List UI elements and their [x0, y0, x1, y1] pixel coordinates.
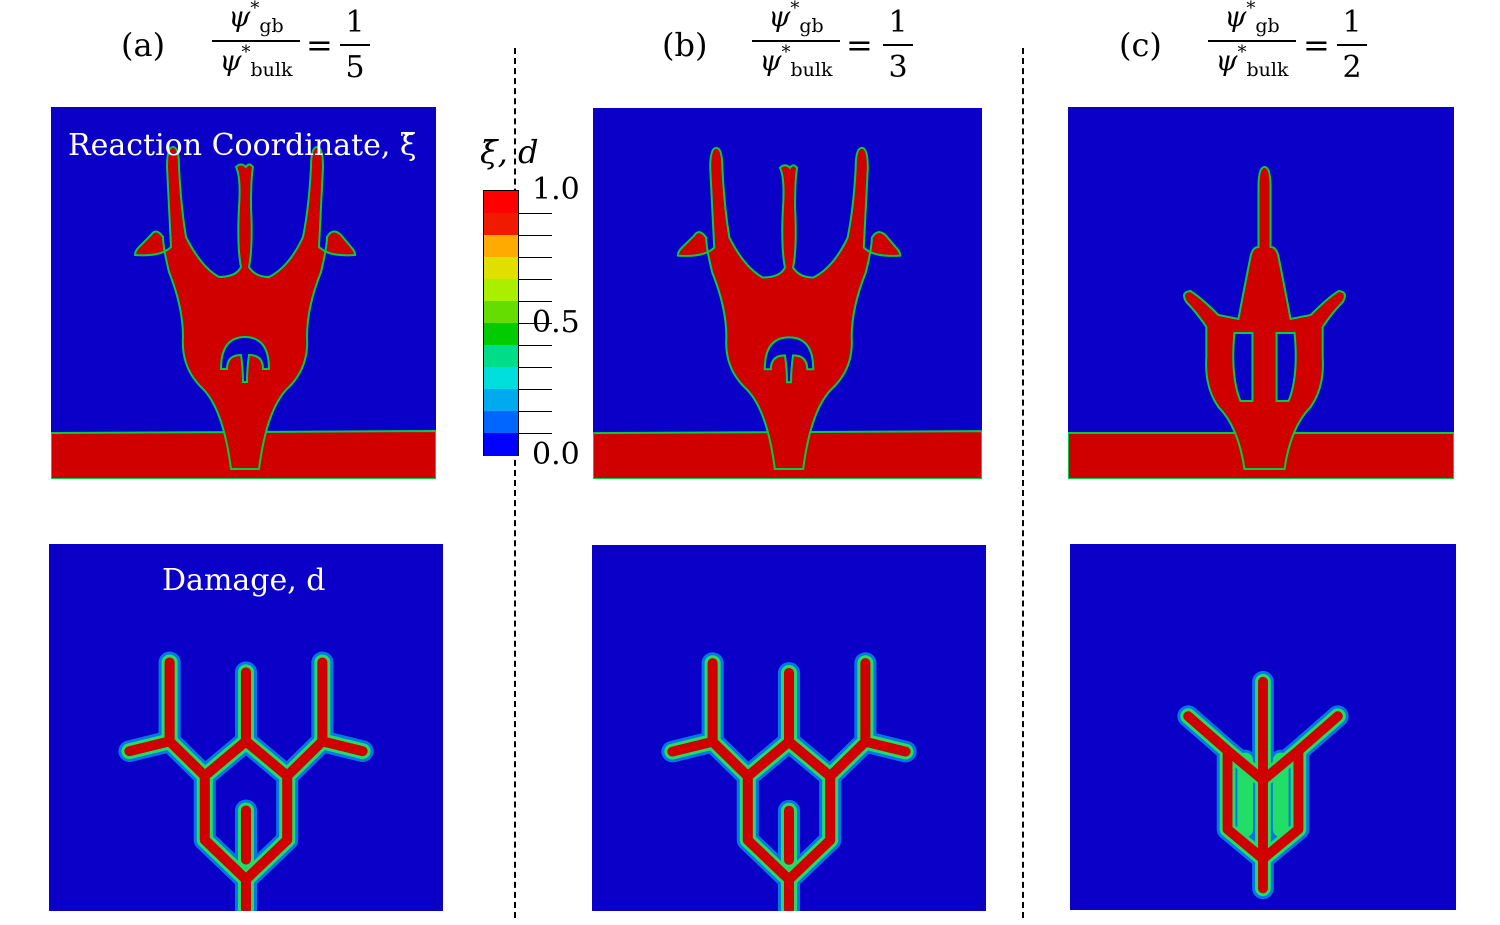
reaction-field-c [1068, 165, 1454, 479]
reaction-coordinate-panel-a [51, 107, 436, 479]
colorbar-segment [484, 433, 518, 456]
reaction-field-b [593, 146, 982, 479]
colorbar-segment [484, 213, 518, 236]
colorbar-segment [484, 235, 518, 258]
damage-field-a [49, 544, 443, 911]
colorbar-label-bottom: 0.0 [532, 437, 580, 472]
colorbar [483, 190, 552, 456]
ratio-fraction-a: ψ*gb ψ*bulk [212, 0, 300, 81]
colorbar-tick [518, 235, 552, 236]
ratio-fraction-c: ψ*gb ψ*bulk [1208, 0, 1296, 81]
colorbar-segment [484, 345, 518, 368]
colorbar-title: ξ̄, d [480, 133, 539, 171]
ratio-value-b: 1 3 [883, 5, 913, 85]
colorbar-segment [484, 367, 518, 390]
colorbar-segment [484, 411, 518, 434]
separator-line-right [1022, 48, 1024, 918]
colorbar-tick [518, 367, 552, 368]
colorbar-segment [484, 191, 518, 214]
separator-line-left [514, 48, 516, 918]
panel-label-a: (a) [121, 26, 166, 64]
reaction-coordinate-panel-b [593, 108, 982, 479]
damage-field-c [1070, 544, 1456, 910]
colorbar-segment [484, 323, 518, 346]
damage-panel-a [49, 544, 443, 911]
colorbar-segment [484, 301, 518, 324]
colorbar-label-mid: 0.5 [532, 305, 580, 340]
colorbar-tick [518, 301, 552, 302]
colorbar-tick [518, 213, 552, 214]
equals-sign-b: = [846, 26, 873, 64]
colorbar-tick [518, 279, 552, 280]
ratio-fraction-b: ψ*gb ψ*bulk [752, 0, 840, 81]
damage-field-b [592, 545, 986, 911]
colorbar-tick [518, 411, 552, 412]
damage-panel-c [1070, 544, 1456, 910]
colorbar-tick [518, 257, 552, 258]
colorbar-label-top: 1.0 [532, 172, 580, 207]
equals-sign-a: = [306, 26, 333, 64]
damage-panel-b [592, 545, 986, 911]
reaction-coordinate-panel-c [1068, 107, 1454, 479]
colorbar-segment [484, 257, 518, 280]
ratio-value-c: 1 2 [1337, 5, 1367, 85]
colorbar-tick [518, 323, 552, 324]
colorbar-segment [484, 389, 518, 412]
colorbar-segment [484, 279, 518, 302]
colorbar-tick [518, 433, 552, 434]
panel-label-b: (b) [662, 26, 708, 64]
reaction-coordinate-title: Reaction Coordinate, ξ̄ [68, 128, 417, 163]
equals-sign-c: = [1303, 26, 1330, 64]
damage-title: Damage, d [162, 563, 326, 598]
ratio-value-a: 1 5 [340, 5, 370, 85]
colorbar-tick [518, 389, 552, 390]
colorbar-tick [518, 345, 552, 346]
panel-label-c: (c) [1119, 26, 1162, 64]
